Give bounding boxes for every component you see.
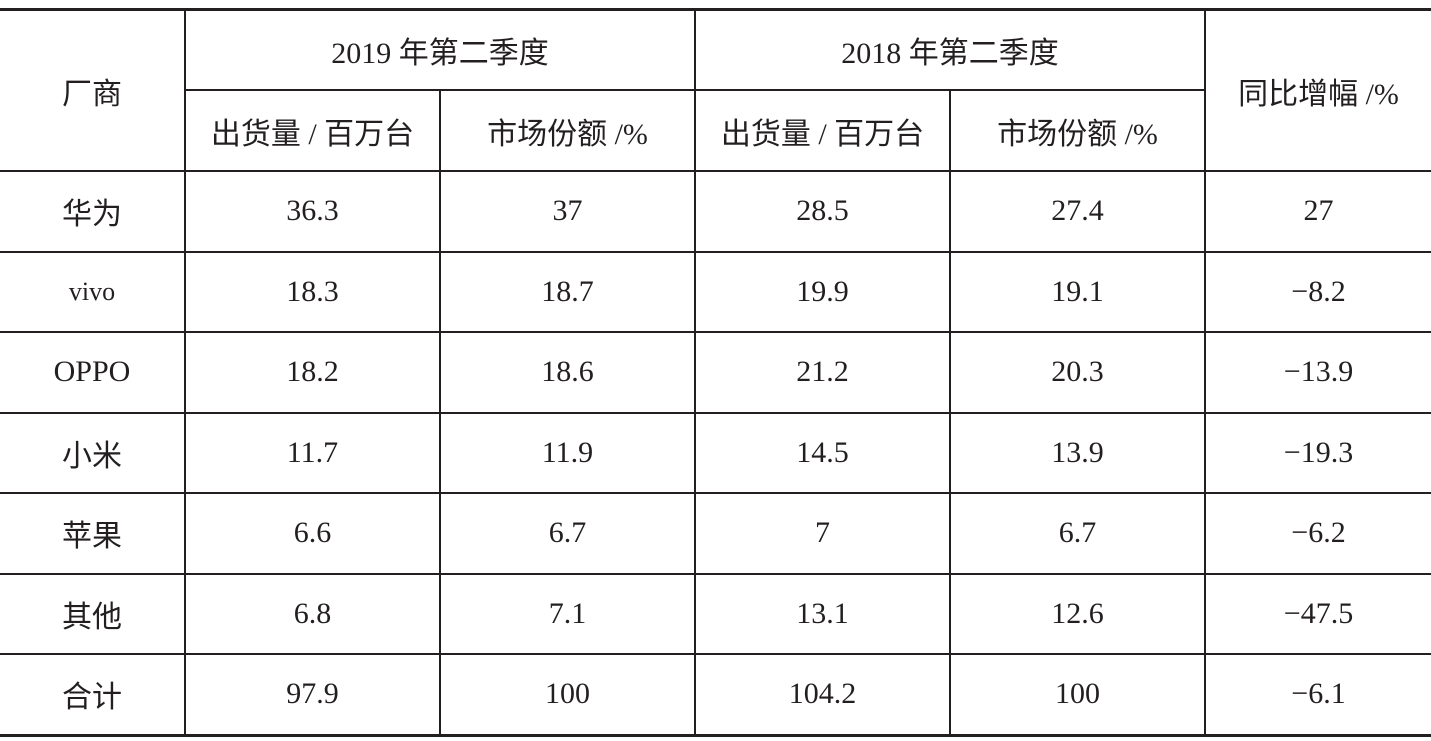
data-cell: 100 [439, 653, 696, 737]
header-row: 厂商 2019 年第二季度 2018 年第二季度 同比增幅 /% [0, 8, 1431, 172]
table-row: 苹果 6.6 6.7 7 6.7 −6.2 [0, 492, 1431, 575]
header-cell: 市场份额 /% [439, 89, 696, 172]
header-cell: 同比增幅 /% [1204, 8, 1431, 172]
data-cell: 14.5 [694, 411, 951, 494]
data-cell: 6.7 [439, 492, 696, 575]
data-cell: 19.1 [949, 250, 1206, 333]
data-cell: 28.5 [694, 170, 951, 253]
table-row: OPPO 18.2 18.6 21.2 20.3 −13.9 [0, 331, 1431, 414]
row-label: 小米 [0, 411, 186, 494]
row-label: vivo [0, 250, 186, 333]
data-cell: −47.5 [1204, 572, 1431, 655]
header-cell: 出货量 / 百万台 [694, 89, 951, 172]
data-cell: 6.6 [184, 492, 441, 575]
table-row: 合计 97.9 100 104.2 100 −6.1 [0, 653, 1431, 737]
data-cell: 13.1 [694, 572, 951, 655]
data-cell: 36.3 [184, 170, 441, 253]
row-label: 苹果 [0, 492, 186, 575]
data-cell: 104.2 [694, 653, 951, 737]
table-row: 小米 11.7 11.9 14.5 13.9 −19.3 [0, 411, 1431, 494]
data-cell: 6.7 [949, 492, 1206, 575]
header-cell: 厂商 [0, 8, 186, 172]
data-cell: 12.6 [949, 572, 1206, 655]
data-cell: 21.2 [694, 331, 951, 414]
data-cell: 6.8 [184, 572, 441, 655]
table-row: 华为 36.3 37 28.5 27.4 27 [0, 170, 1431, 253]
data-cell: 11.7 [184, 411, 441, 494]
data-cell: −13.9 [1204, 331, 1431, 414]
header-cell: 2019 年第二季度 [184, 8, 696, 91]
header-row: 出货量 / 百万台 市场份额 /% 出货量 / 百万台 市场份额 /% [0, 89, 1431, 172]
data-cell: 97.9 [184, 653, 441, 737]
data-cell: 37 [439, 170, 696, 253]
row-label: 华为 [0, 170, 186, 253]
data-cell: 11.9 [439, 411, 696, 494]
data-cell: 19.9 [694, 250, 951, 333]
header-cell: 2018 年第二季度 [694, 8, 1206, 91]
data-cell: −6.1 [1204, 653, 1431, 737]
table-row: 其他 6.8 7.1 13.1 12.6 −47.5 [0, 572, 1431, 655]
data-cell: 13.9 [949, 411, 1206, 494]
row-label: 合计 [0, 653, 186, 737]
data-cell: −19.3 [1204, 411, 1431, 494]
data-table: 厂商 2019 年第二季度 2018 年第二季度 同比增幅 /% 出货量 / 百… [0, 8, 1431, 737]
data-cell: −8.2 [1204, 250, 1431, 333]
data-cell: 18.3 [184, 250, 441, 333]
table-body: 华为 36.3 37 28.5 27.4 27 vivo 18.3 18.7 19.9 19.1 −8… [0, 170, 1431, 737]
data-cell: 18.6 [439, 331, 696, 414]
data-cell: 20.3 [949, 331, 1206, 414]
data-cell: 18.2 [184, 331, 441, 414]
data-cell: −6.2 [1204, 492, 1431, 575]
header-cell: 市场份额 /% [949, 89, 1205, 172]
row-label: OPPO [0, 331, 186, 414]
table-header: 厂商 2019 年第二季度 2018 年第二季度 同比增幅 /% 出货量 / 百… [0, 8, 1431, 172]
data-cell: 27 [1204, 170, 1431, 253]
data-cell: 7 [694, 492, 951, 575]
data-cell: 7.1 [439, 572, 696, 655]
data-cell: 100 [949, 653, 1206, 737]
table-row: vivo 18.3 18.7 19.9 19.1 −8.2 [0, 250, 1431, 333]
data-cell: 27.4 [949, 170, 1206, 253]
header-cell: 出货量 / 百万台 [185, 89, 441, 172]
row-label: 其他 [0, 572, 186, 655]
data-cell: 18.7 [439, 250, 696, 333]
